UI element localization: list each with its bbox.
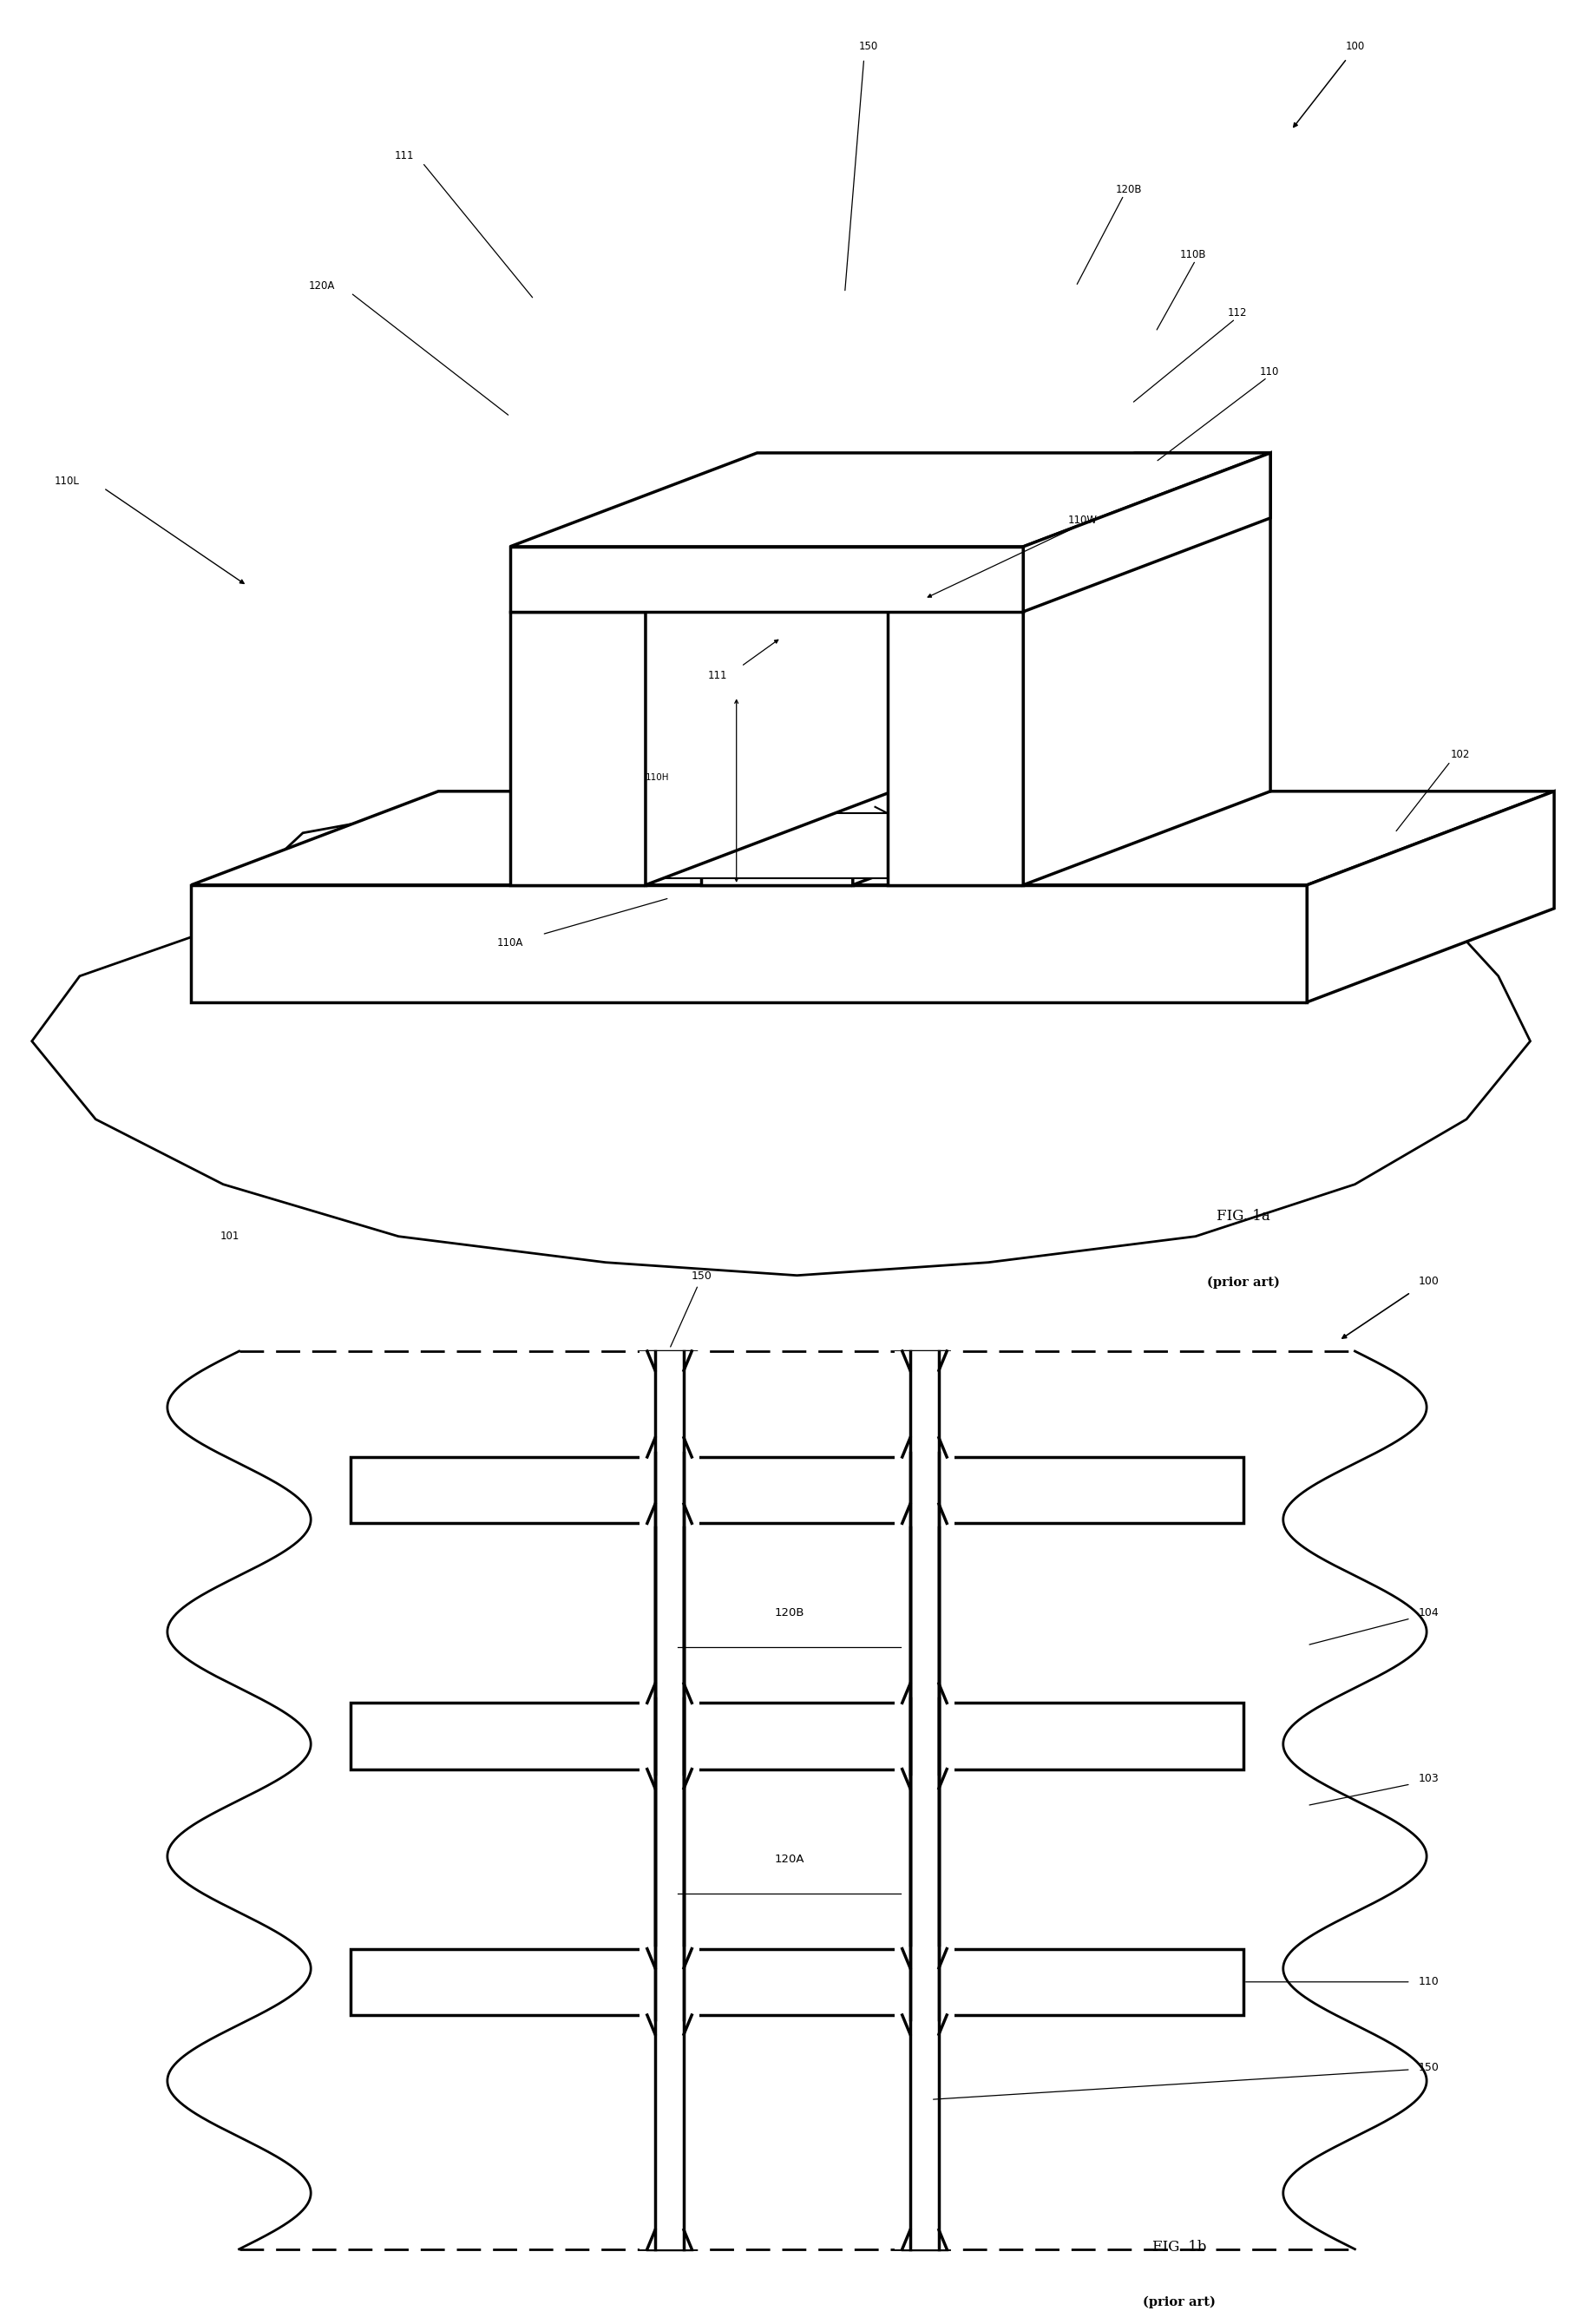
Text: 110: 110: [1259, 367, 1278, 376]
Text: FIG. 1a: FIG. 1a: [1216, 1208, 1270, 1222]
Text: 150: 150: [1419, 2061, 1439, 2073]
Polygon shape: [888, 453, 1270, 546]
Text: 102: 102: [1451, 748, 1470, 760]
Text: 100: 100: [1345, 42, 1364, 51]
Polygon shape: [1023, 453, 1270, 611]
Polygon shape: [646, 518, 893, 885]
Text: 110A: 110A: [497, 937, 523, 948]
Polygon shape: [646, 611, 888, 878]
Polygon shape: [1023, 453, 1270, 885]
Text: 110W: 110W: [1068, 516, 1098, 525]
Text: 111: 111: [708, 669, 727, 681]
Bar: [639, 1699, 700, 2020]
Text: 120A: 120A: [308, 281, 335, 293]
Text: (prior art): (prior art): [1207, 1276, 1280, 1287]
Bar: [351, 1703, 1243, 1769]
Bar: [351, 1950, 1243, 2015]
Text: 120B: 120B: [1116, 184, 1143, 195]
Polygon shape: [32, 781, 1530, 1276]
Bar: [902, 1350, 947, 2250]
Text: 150: 150: [692, 1271, 711, 1281]
Text: (prior art): (prior art): [1143, 2296, 1216, 2308]
Polygon shape: [510, 453, 1270, 546]
Text: 120A: 120A: [775, 1852, 803, 1864]
Bar: [894, 1527, 955, 2250]
Polygon shape: [701, 697, 853, 885]
Bar: [639, 1527, 700, 2250]
Bar: [639, 1350, 700, 1945]
Text: 150: 150: [859, 42, 878, 51]
Polygon shape: [510, 518, 893, 611]
Text: 110L: 110L: [54, 476, 80, 488]
Bar: [647, 1350, 692, 2250]
Text: 103: 103: [1419, 1773, 1439, 1785]
Text: 111: 111: [395, 151, 414, 163]
Polygon shape: [510, 611, 646, 885]
Polygon shape: [853, 602, 1100, 885]
Bar: [894, 1350, 955, 1945]
Text: 110H: 110H: [646, 774, 669, 781]
Text: 112: 112: [1227, 307, 1247, 318]
Text: 110B: 110B: [1180, 249, 1207, 260]
Bar: [639, 1452, 700, 1773]
Text: 101: 101: [220, 1232, 239, 1241]
Text: 104: 104: [1419, 1608, 1439, 1620]
Polygon shape: [191, 885, 1307, 1002]
Polygon shape: [510, 546, 1023, 611]
Polygon shape: [1307, 790, 1554, 1002]
Polygon shape: [888, 546, 1023, 885]
Polygon shape: [191, 790, 1554, 885]
Text: 120B: 120B: [775, 1608, 803, 1620]
Text: 100: 100: [1419, 1276, 1439, 1287]
Polygon shape: [701, 602, 1100, 697]
Text: 110: 110: [1419, 1975, 1439, 1987]
Bar: [351, 1457, 1243, 1522]
Text: FIG. 1b: FIG. 1b: [1152, 2240, 1207, 2254]
Bar: [894, 1452, 955, 1773]
Bar: [894, 1699, 955, 2020]
